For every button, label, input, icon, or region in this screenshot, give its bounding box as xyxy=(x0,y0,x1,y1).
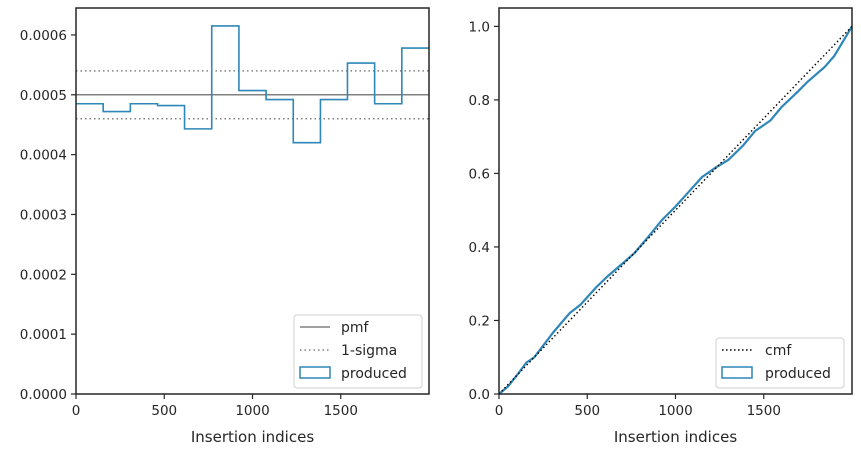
right-y-tick-label: 0.4 xyxy=(469,240,490,256)
right-y-tick-label: 1.0 xyxy=(469,19,490,35)
left-y-tick-label: 0.0003 xyxy=(20,207,67,223)
legend-produced-swatch xyxy=(299,366,331,379)
right-axes-frame xyxy=(498,7,853,395)
left-x-tick-label: 500 xyxy=(151,403,177,419)
legend-produced-label: produced xyxy=(765,366,831,382)
produced-histogram xyxy=(76,25,429,144)
left-y-tick-label: 0.0005 xyxy=(20,88,67,104)
produced-cdf-line xyxy=(498,25,853,395)
left-x-tick-label: 0 xyxy=(72,403,81,419)
right-x-tick-label: 500 xyxy=(574,403,600,419)
legend-produced-label: produced xyxy=(341,366,407,382)
cmf-plot-area: 0 500 1000 1500 0.0 0.2 0.4 0.6 0.8 1.0 xyxy=(469,7,853,419)
legend-cmf-label: cmf xyxy=(765,343,792,359)
right-y-tick-label: 0.0 xyxy=(469,387,490,403)
right-x-tick-label: 0 xyxy=(495,403,504,419)
right-x-tick-label: 1000 xyxy=(658,403,692,419)
cmf-chart: 0 500 1000 1500 0.0 0.2 0.4 0.6 0.8 1.0 cmf produ… xyxy=(469,7,853,446)
left-y-tick-label: 0.0000 xyxy=(20,387,67,403)
left-y-tick-label: 0.0002 xyxy=(20,267,67,283)
left-x-tick-label: 1000 xyxy=(235,403,269,419)
left-x-tick-label: 1500 xyxy=(324,403,358,419)
right-y-tick-label: 0.6 xyxy=(469,166,490,182)
left-y-tick-label: 0.0004 xyxy=(20,148,67,164)
left-x-axis-title: Insertion indices xyxy=(191,428,314,446)
pmf-legend: pmf 1-sigma produced xyxy=(293,314,423,389)
cmf-legend: cmf produced xyxy=(715,337,845,389)
legend-1-sigma-label: 1-sigma xyxy=(341,343,397,359)
pmf-histogram-chart: 0 500 1000 1500 0.0000 0.0001 0.0002 0.0003 0.00… xyxy=(20,7,430,446)
right-x-axis-title: Insertion indices xyxy=(614,428,737,446)
legend-pmf-label: pmf xyxy=(341,320,370,336)
left-y-tick-label: 0.0006 xyxy=(20,28,67,44)
right-y-tick-label: 0.2 xyxy=(469,313,490,329)
right-y-tick-label: 0.8 xyxy=(469,93,490,109)
legend-produced-swatch xyxy=(721,366,753,379)
pmf-plot-area: 0 500 1000 1500 0.0000 0.0001 0.0002 0.0003 0.00… xyxy=(20,7,430,419)
cmf-line xyxy=(498,25,853,395)
left-y-tick-label: 0.0001 xyxy=(20,327,67,343)
left-axes-frame xyxy=(75,7,430,395)
right-x-tick-label: 1500 xyxy=(747,403,781,419)
